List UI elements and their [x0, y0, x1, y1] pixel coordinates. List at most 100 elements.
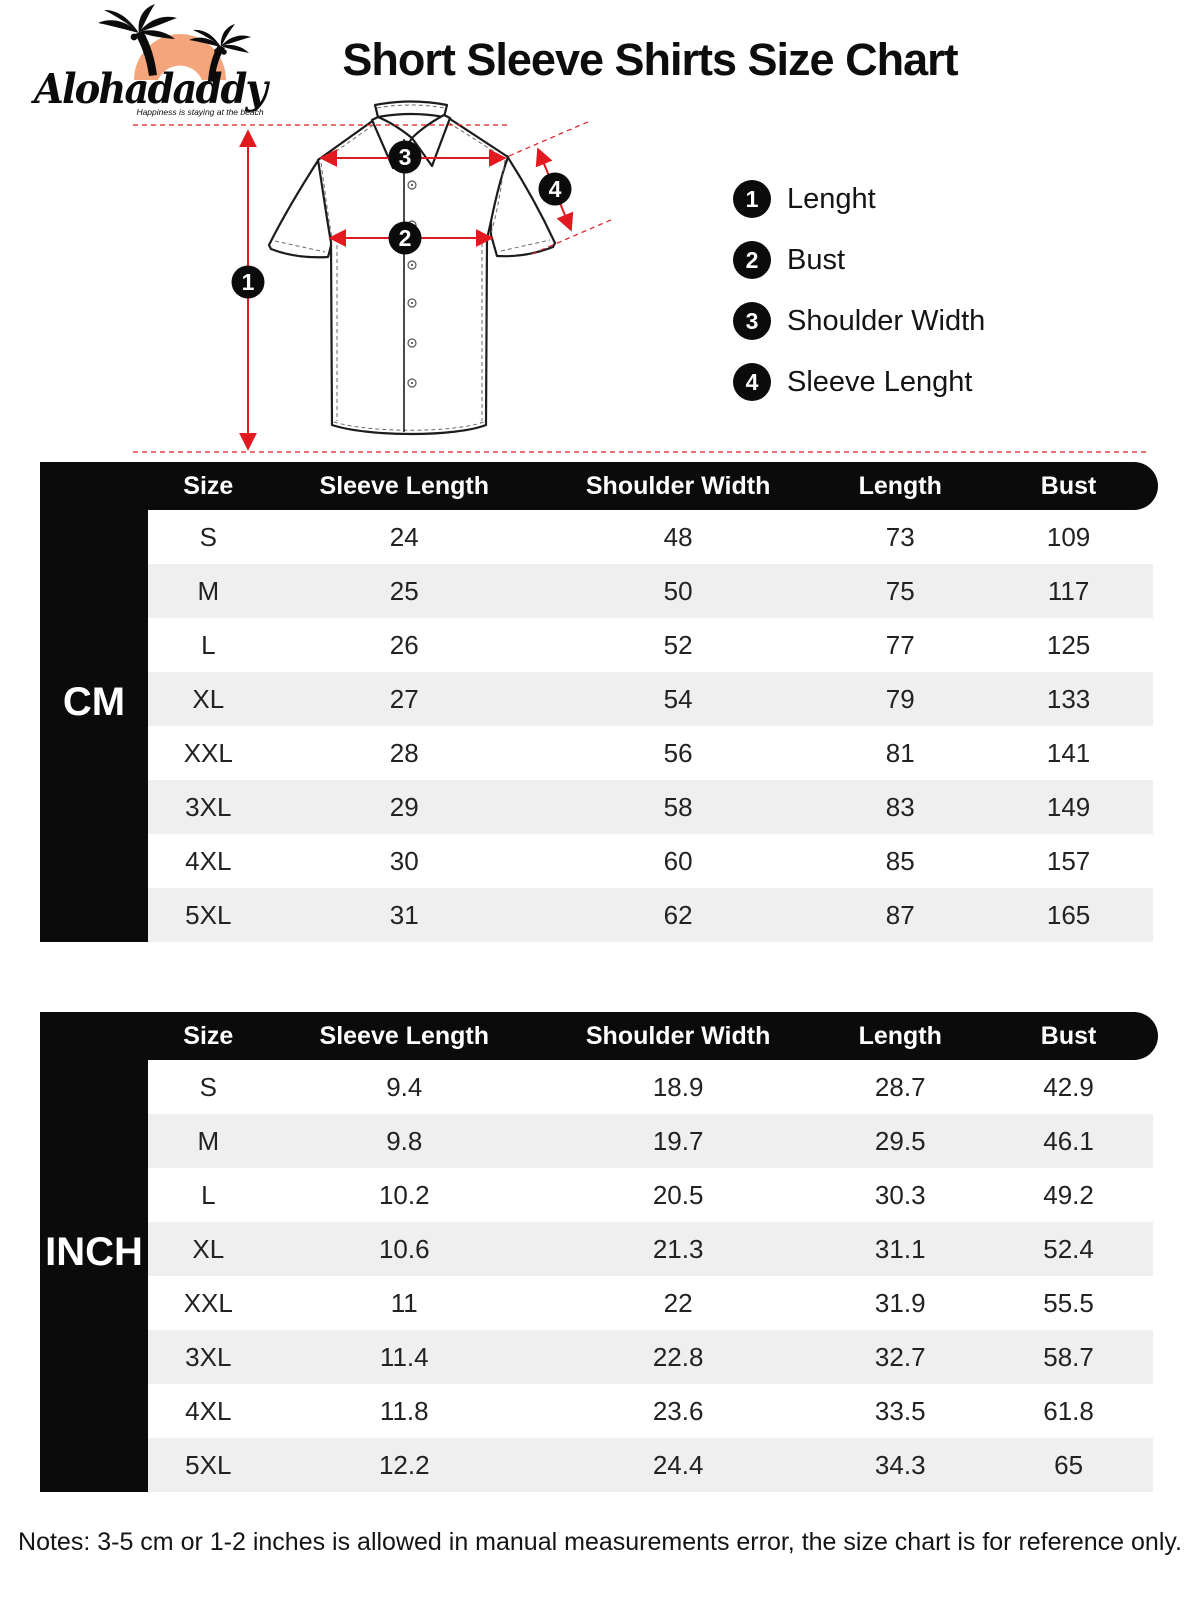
cell-size: XL	[192, 683, 225, 714]
cell-size: S	[199, 1071, 217, 1102]
measurement-legend: 1 Lenght 2 Bust 3 Shoulder Width 4 Sleev…	[733, 180, 985, 424]
cell-size: XXL	[183, 737, 233, 768]
cell-length: 85	[885, 845, 915, 876]
inch-table-header: Size Sleeve Length Shoulder Width Length Bus…	[148, 1012, 1158, 1060]
brand-tagline: Happiness is staying at the beach	[136, 107, 263, 117]
legend-number-badge: 1	[733, 180, 771, 218]
cell-sleeve-length: 9.4	[386, 1071, 423, 1102]
cell-shoulder-width: 52	[663, 629, 693, 660]
table-row: 5XL 31 62 87 165	[148, 888, 1153, 942]
shirt-measurement-diagram: 1 2 3 4	[133, 100, 1150, 453]
marker-4-number: 4	[549, 176, 562, 202]
table-row: S 9.4 18.9 28.7 42.9	[148, 1060, 1153, 1114]
cell-shoulder-width: 54	[663, 683, 693, 714]
table-row: 5XL 12.2 24.4 34.3 65	[148, 1438, 1153, 1492]
cell-size: M	[197, 1125, 220, 1156]
shirt-collar-band	[373, 100, 449, 119]
cell-bust: 109	[1046, 521, 1091, 552]
legend-item: 4 Sleeve Lenght	[733, 363, 985, 401]
legend-label: Lenght	[787, 182, 876, 215]
cell-bust: 49.2	[1043, 1179, 1094, 1210]
cell-shoulder-width: 21.3	[652, 1233, 704, 1264]
cell-size: M	[197, 575, 220, 606]
cell-shoulder-width: 60	[663, 845, 693, 876]
table-row: XXL 28 56 81 141	[148, 726, 1153, 780]
cell-bust: 165	[1046, 899, 1091, 930]
table-row: XL 27 54 79 133	[148, 672, 1153, 726]
sleeve-upper-guide-line	[508, 120, 591, 157]
table-row: M 25 50 75 117	[148, 564, 1153, 618]
cell-shoulder-width: 19.7	[652, 1125, 704, 1156]
cell-sleeve-length: 9.8	[386, 1125, 423, 1156]
legend-label: Sleeve Lenght	[787, 365, 973, 398]
unit-label-cm: CM	[40, 462, 148, 942]
cell-sleeve-length: 30	[389, 845, 419, 876]
table-row: M 9.8 19.7 29.5 46.1	[148, 1114, 1153, 1168]
marker-4-badge	[538, 172, 572, 206]
cell-shoulder-width: 20.5	[652, 1179, 704, 1210]
cell-bust: 52.4	[1043, 1233, 1094, 1264]
table-row: L 10.2 20.5 30.3 49.2	[148, 1168, 1153, 1222]
cell-sleeve-length: 10.2	[378, 1179, 430, 1210]
marker-2-number: 2	[399, 225, 412, 251]
cell-length: 75	[885, 575, 915, 606]
cell-length: 32.7	[874, 1341, 926, 1372]
table-row: 4XL 30 60 85 157	[148, 834, 1153, 888]
cm-size-table: CM Size Sleeve Length Shoulder Width Length…	[40, 462, 1158, 942]
cell-bust: 117	[1047, 575, 1090, 606]
header-cell: Sleeve Length	[319, 471, 490, 500]
sunset-arch-icon	[134, 34, 226, 80]
cell-sleeve-length: 24	[389, 521, 419, 552]
cell-bust: 157	[1046, 845, 1091, 876]
cell-shoulder-width: 58	[663, 791, 693, 822]
palm-tree-right-icon	[189, 24, 251, 82]
cell-sleeve-length: 11.8	[379, 1395, 429, 1426]
cell-shoulder-width: 23.6	[652, 1395, 704, 1426]
cell-length: 73	[885, 521, 915, 552]
header-cell: Shoulder Width	[585, 1021, 771, 1050]
cell-shoulder-width: 22	[663, 1287, 693, 1318]
cell-size: 5XL	[185, 1449, 232, 1480]
cell-size: 3XL	[185, 791, 232, 822]
cell-bust: 149	[1046, 791, 1091, 822]
cell-size: 5XL	[185, 899, 232, 930]
notes-text: Notes: 3-5 cm or 1-2 inches is allowed i…	[18, 1528, 1182, 1556]
cell-bust: 141	[1046, 737, 1091, 768]
cell-length: 79	[885, 683, 915, 714]
cell-size: 4XL	[185, 845, 232, 876]
cell-size: XXL	[183, 1287, 233, 1318]
cell-sleeve-length: 27	[389, 683, 419, 714]
legend-item: 2 Bust	[733, 241, 985, 279]
legend-number-badge: 2	[733, 241, 771, 279]
cell-sleeve-length: 12.2	[378, 1449, 430, 1480]
cell-bust: 61.8	[1043, 1395, 1094, 1426]
cell-sleeve-length: 11	[390, 1287, 418, 1318]
cell-sleeve-length: 29	[389, 791, 419, 822]
header-cell: Shoulder Width	[585, 471, 771, 500]
unit-label-inch: INCH	[40, 1012, 148, 1492]
marker-3-number: 3	[399, 144, 412, 170]
cell-length: 31.9	[874, 1287, 926, 1318]
cell-shoulder-width: 50	[663, 575, 693, 606]
cell-sleeve-length: 28	[389, 737, 419, 768]
header-cell: Length	[858, 471, 942, 500]
legend-label: Shoulder Width	[787, 304, 986, 337]
cell-size: L	[201, 1179, 216, 1210]
cell-sleeve-length: 26	[389, 629, 419, 660]
header-cell: Bust	[1040, 471, 1097, 500]
cell-sleeve-length: 25	[389, 575, 419, 606]
cell-length: 83	[885, 791, 915, 822]
cm-table-body: S 24 48 73 109 M 25 50 75 117 L 26 52 77…	[148, 510, 1158, 942]
measurement-annotations: 1 2 3 4	[133, 120, 1150, 453]
cell-sleeve-length: 10.6	[378, 1233, 430, 1264]
cell-bust: 58.7	[1043, 1341, 1094, 1372]
palm-tree-left-icon	[98, 4, 177, 76]
cell-length: 31.1	[874, 1233, 926, 1264]
marker-2-badge	[388, 221, 422, 255]
legend-number-badge: 4	[733, 363, 771, 401]
inch-size-table: INCH Size Sleeve Length Shoulder Width Leng…	[40, 1012, 1158, 1492]
header-cell: Size	[183, 1021, 234, 1050]
cell-size: 3XL	[185, 1341, 232, 1372]
page-title: Short Sleeve Shirts Size Chart	[342, 34, 958, 85]
